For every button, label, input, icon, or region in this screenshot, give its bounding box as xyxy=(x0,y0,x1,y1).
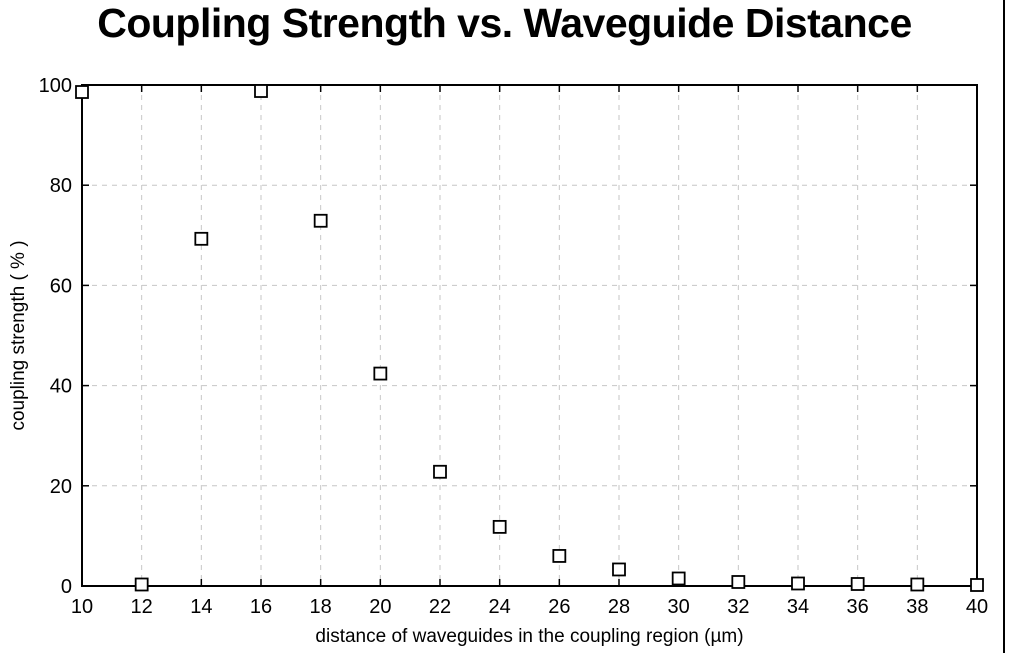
x-tick-label: 28 xyxy=(608,596,630,618)
x-axis-label: distance of waveguides in the coupling r… xyxy=(315,626,743,647)
data-point-marker xyxy=(492,519,507,534)
y-tick-label: 0 xyxy=(61,576,72,598)
data-point-marker xyxy=(612,562,626,577)
data-point-marker xyxy=(254,84,268,98)
x-tick-label: 34 xyxy=(787,596,809,618)
data-point-marker xyxy=(313,213,328,228)
data-point-marker xyxy=(433,464,447,479)
data-point-marker xyxy=(731,575,746,589)
x-tick-label: 40 xyxy=(966,596,988,618)
y-tick-label: 20 xyxy=(50,476,72,498)
data-point-marker xyxy=(671,571,686,586)
x-tick-label: 10 xyxy=(71,596,93,618)
data-point-marker xyxy=(194,231,209,246)
x-tick-label: 12 xyxy=(131,596,153,618)
window-right-border xyxy=(1003,0,1005,653)
x-tick-label: 18 xyxy=(310,596,332,618)
x-tick-label: 26 xyxy=(548,596,570,618)
x-tick-label: 16 xyxy=(250,596,272,618)
data-point-marker xyxy=(970,578,984,592)
x-tick-label: 32 xyxy=(727,596,749,618)
x-tick-label: 24 xyxy=(489,596,511,618)
x-tick-label: 22 xyxy=(429,596,451,618)
data-point-marker xyxy=(791,576,805,591)
x-tick-label: 38 xyxy=(906,596,928,618)
data-point-marker xyxy=(373,366,388,381)
data-point-marker xyxy=(850,577,865,591)
data-point-marker xyxy=(552,549,567,563)
x-tick-label: 36 xyxy=(847,596,869,618)
y-axis-label: coupling strength ( % ) xyxy=(8,240,29,430)
data-point-marker xyxy=(134,577,149,592)
data-point-marker xyxy=(75,85,89,99)
x-tick-label: 14 xyxy=(190,596,212,618)
chart-title: Coupling Strength vs. Waveguide Distance xyxy=(97,0,912,46)
data-point-marker xyxy=(910,577,925,592)
y-tick-label: 60 xyxy=(50,275,72,297)
x-tick-label: 30 xyxy=(668,596,690,618)
y-tick-label: 100 xyxy=(39,75,72,97)
y-tick-label: 80 xyxy=(50,175,72,197)
x-tick-label: 20 xyxy=(369,596,391,618)
y-tick-label: 40 xyxy=(50,376,72,398)
plot-box xyxy=(81,84,978,587)
